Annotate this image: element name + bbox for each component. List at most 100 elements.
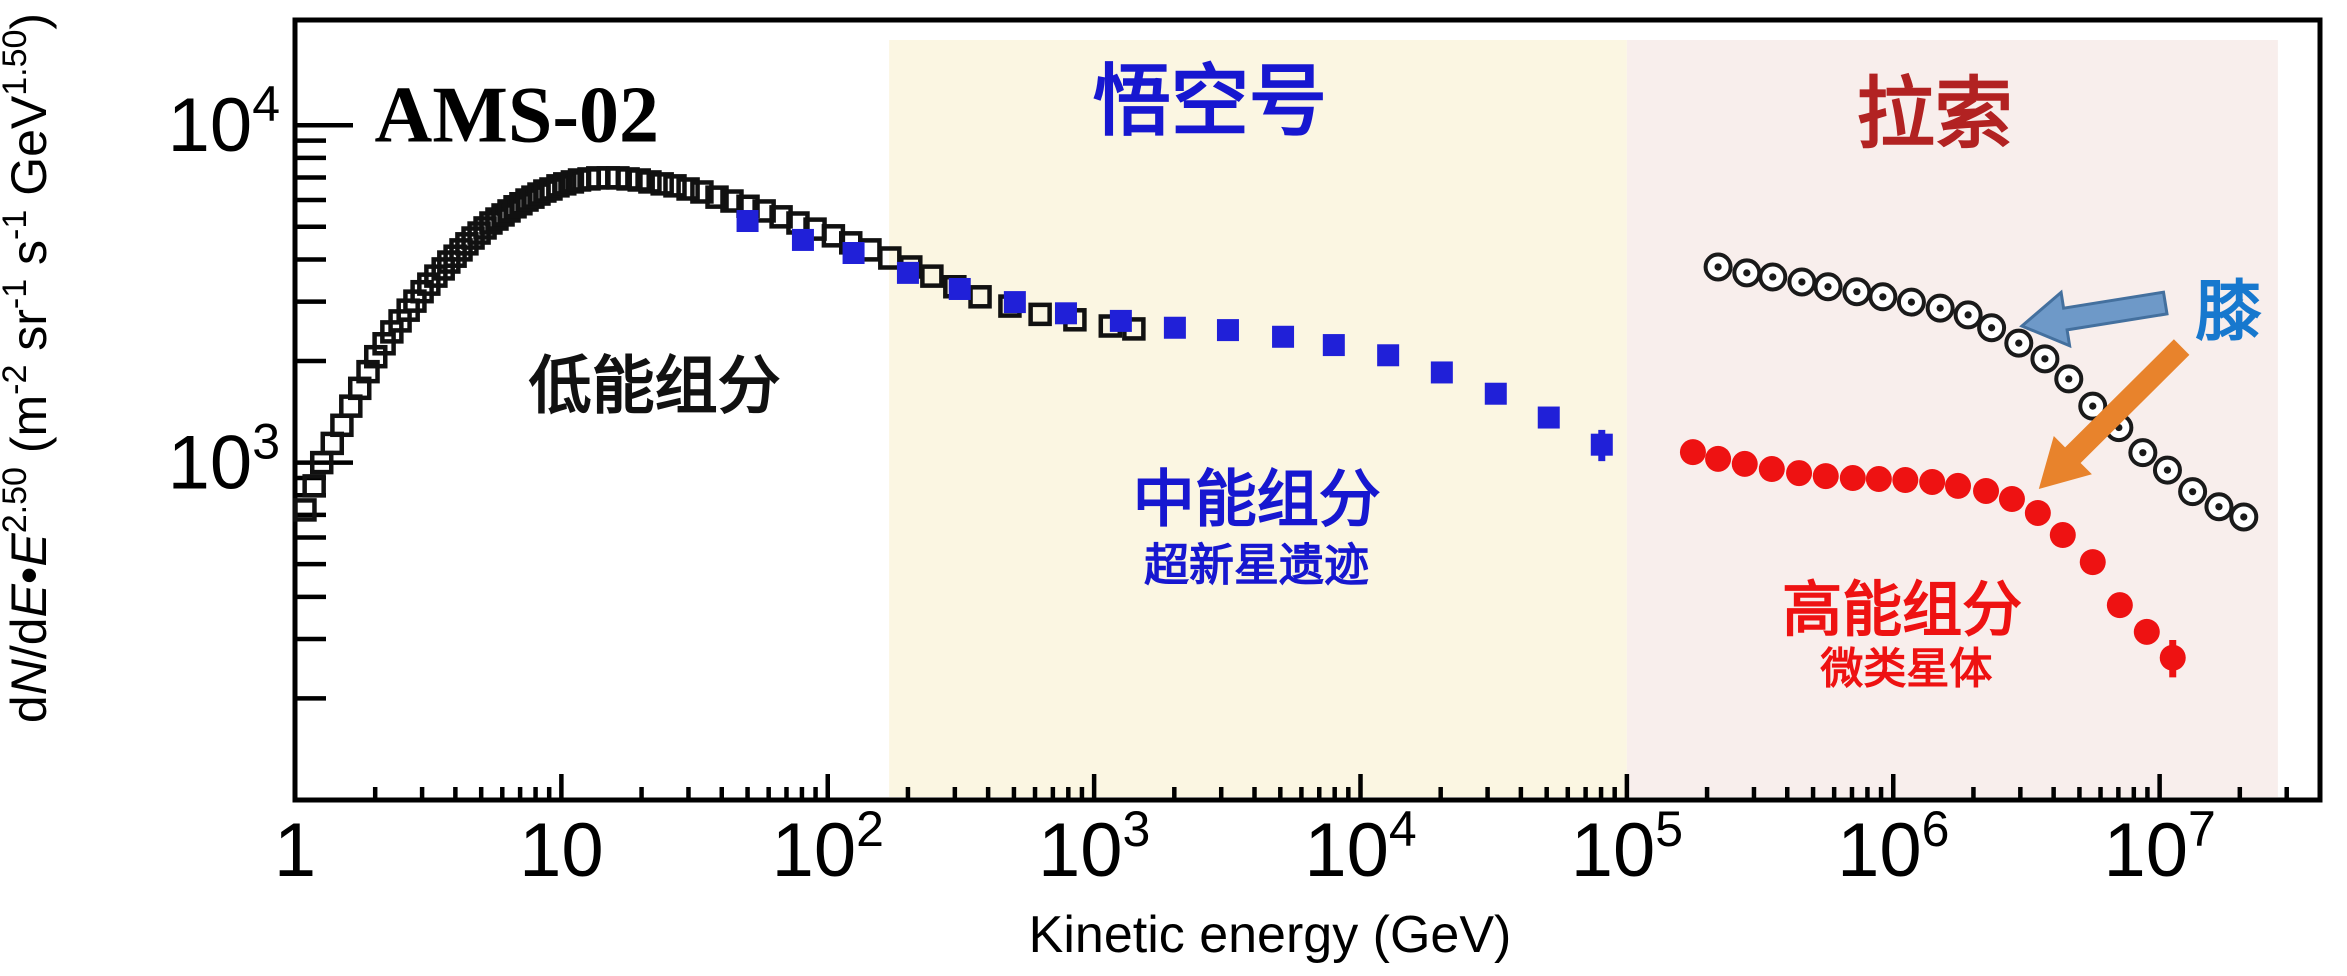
data-point-filled-circle	[1786, 460, 1813, 487]
x-tick-label: 106	[1837, 801, 1949, 893]
data-point-circle-dot	[1743, 269, 1751, 277]
series-ams02-low-energy	[293, 166, 1146, 522]
data-point-circle-dot	[2065, 375, 2073, 383]
data-point-filled-circle	[1973, 477, 2000, 504]
data-point-filled-circle	[1944, 472, 1971, 499]
region-wukong	[889, 40, 1627, 797]
data-series	[293, 166, 2259, 678]
data-point-circle-dot	[2015, 339, 2023, 347]
data-point-open-square	[638, 170, 662, 194]
data-point-filled-square	[1322, 334, 1345, 357]
data-point-circle-dot	[1936, 304, 1944, 312]
plot-frame	[292, 17, 2323, 803]
data-point-open-square	[293, 498, 317, 522]
y-axis-title: dN/dE•E2.50 (m-2 sr-1 s-1 GeV1.50)	[0, 13, 57, 723]
data-point-circle-dot	[1907, 298, 1916, 306]
x-tick-label: 1	[274, 808, 316, 893]
data-point-circle-dot	[2189, 488, 2197, 496]
annotation-knee: 膝	[2195, 274, 2262, 348]
data-point-filled-square	[736, 210, 759, 233]
data-point-open-square	[920, 264, 944, 288]
tick-labels: 1 10 102 103 104 105 106 107 103 104	[168, 76, 2216, 893]
data-point-filled-circle	[1705, 445, 1732, 472]
x-tick-label: 10	[519, 808, 604, 893]
data-point-filled-square	[1484, 382, 1507, 405]
x-tick-label: 102	[772, 801, 884, 893]
data-point-filled-circle	[1679, 439, 1706, 466]
data-point-filled-circle	[2024, 499, 2051, 526]
data-point-open-square	[437, 250, 461, 274]
data-point-circle-dot	[1798, 278, 1806, 286]
annotation-wukong: 悟空号	[1093, 58, 1327, 145]
data-point-filled-circle	[2106, 592, 2133, 619]
data-point-circle-dot	[2041, 355, 2049, 363]
data-point-filled-square	[842, 242, 865, 265]
data-point-circle-dot	[1879, 293, 1887, 301]
x-axis-title: Kinetic energy (GeV)	[1029, 906, 1512, 964]
data-point-filled-square	[948, 277, 971, 300]
data-point-open-square	[443, 244, 467, 268]
data-point-filled-square	[1430, 361, 1453, 384]
data-point-filled-circle	[2049, 522, 2076, 549]
data-point-filled-circle	[1998, 486, 2025, 513]
data-point-circle-dot	[2163, 466, 2172, 474]
data-point-filled-square	[1590, 433, 1613, 456]
data-point-filled-circle	[1758, 456, 1785, 483]
data-point-filled-circle	[1812, 463, 1839, 490]
data-point-circle-dot	[1824, 283, 1832, 291]
data-point-filled-circle	[2159, 644, 2186, 671]
x-tick-label: 105	[1571, 801, 1683, 893]
data-point-filled-square	[1377, 344, 1400, 367]
data-point-open-square	[690, 180, 714, 204]
data-point-filled-square	[1537, 406, 1560, 429]
data-point-filled-circle	[1919, 468, 1946, 495]
data-point-circle-dot	[1769, 273, 1777, 281]
data-point-filled-circle	[2133, 618, 2160, 645]
annotation-low-energy: 低能组分	[529, 352, 781, 422]
axes	[292, 17, 2323, 803]
data-point-filled-square	[896, 261, 919, 284]
data-point-filled-circle	[1892, 466, 1919, 493]
data-point-open-square	[720, 189, 744, 213]
data-point-filled-square	[1163, 316, 1186, 339]
data-point-filled-square	[1003, 291, 1026, 314]
y-tick-label: 103	[168, 414, 280, 506]
x-tick-label: 103	[1038, 801, 1150, 893]
y-tick-label: 104	[168, 76, 280, 168]
data-point-open-square	[676, 177, 700, 201]
data-point-open-square	[539, 177, 563, 201]
series-dampe-mid-energy	[736, 210, 1613, 462]
data-point-filled-square	[1054, 302, 1077, 325]
annotation-high-sub: 微类星体	[1819, 646, 1992, 694]
data-point-open-square	[650, 172, 674, 196]
annotation-mid-sub: 超新星遗迹	[1144, 539, 1369, 590]
series-lhaaso-knee-circles	[1703, 252, 2259, 532]
experiment-regions	[889, 40, 2278, 797]
data-point-open-square	[663, 174, 687, 198]
data-point-filled-square	[1109, 309, 1132, 332]
data-point-filled-square	[791, 228, 814, 251]
data-point-circle-dot	[1964, 311, 1972, 319]
x-tick-label: 104	[1304, 801, 1416, 893]
annotation-ams02: AMS-02	[375, 71, 659, 159]
x-tick-label: 107	[2103, 801, 2215, 893]
data-point-open-square	[449, 238, 473, 262]
data-point-filled-circle	[2079, 549, 2106, 576]
data-point-open-square	[1028, 302, 1052, 327]
data-point-circle-dot	[2089, 402, 2097, 410]
annotation-high-energy: 高能组分	[1782, 577, 2022, 644]
data-point-filled-square	[1272, 325, 1295, 348]
data-point-open-square	[302, 474, 326, 498]
data-point-circle-dot	[1853, 288, 1861, 296]
data-point-filled-circle	[1865, 466, 1892, 493]
data-point-filled-circle	[1731, 450, 1758, 477]
knee-arrow-highenergy	[2038, 339, 2190, 489]
data-point-filled-circle	[1839, 465, 1866, 492]
data-point-circle-dot	[1714, 263, 1722, 271]
series-lhaaso-high-energy	[1679, 439, 2186, 678]
data-point-open-square	[431, 257, 455, 281]
data-point-circle-dot	[2240, 513, 2248, 521]
